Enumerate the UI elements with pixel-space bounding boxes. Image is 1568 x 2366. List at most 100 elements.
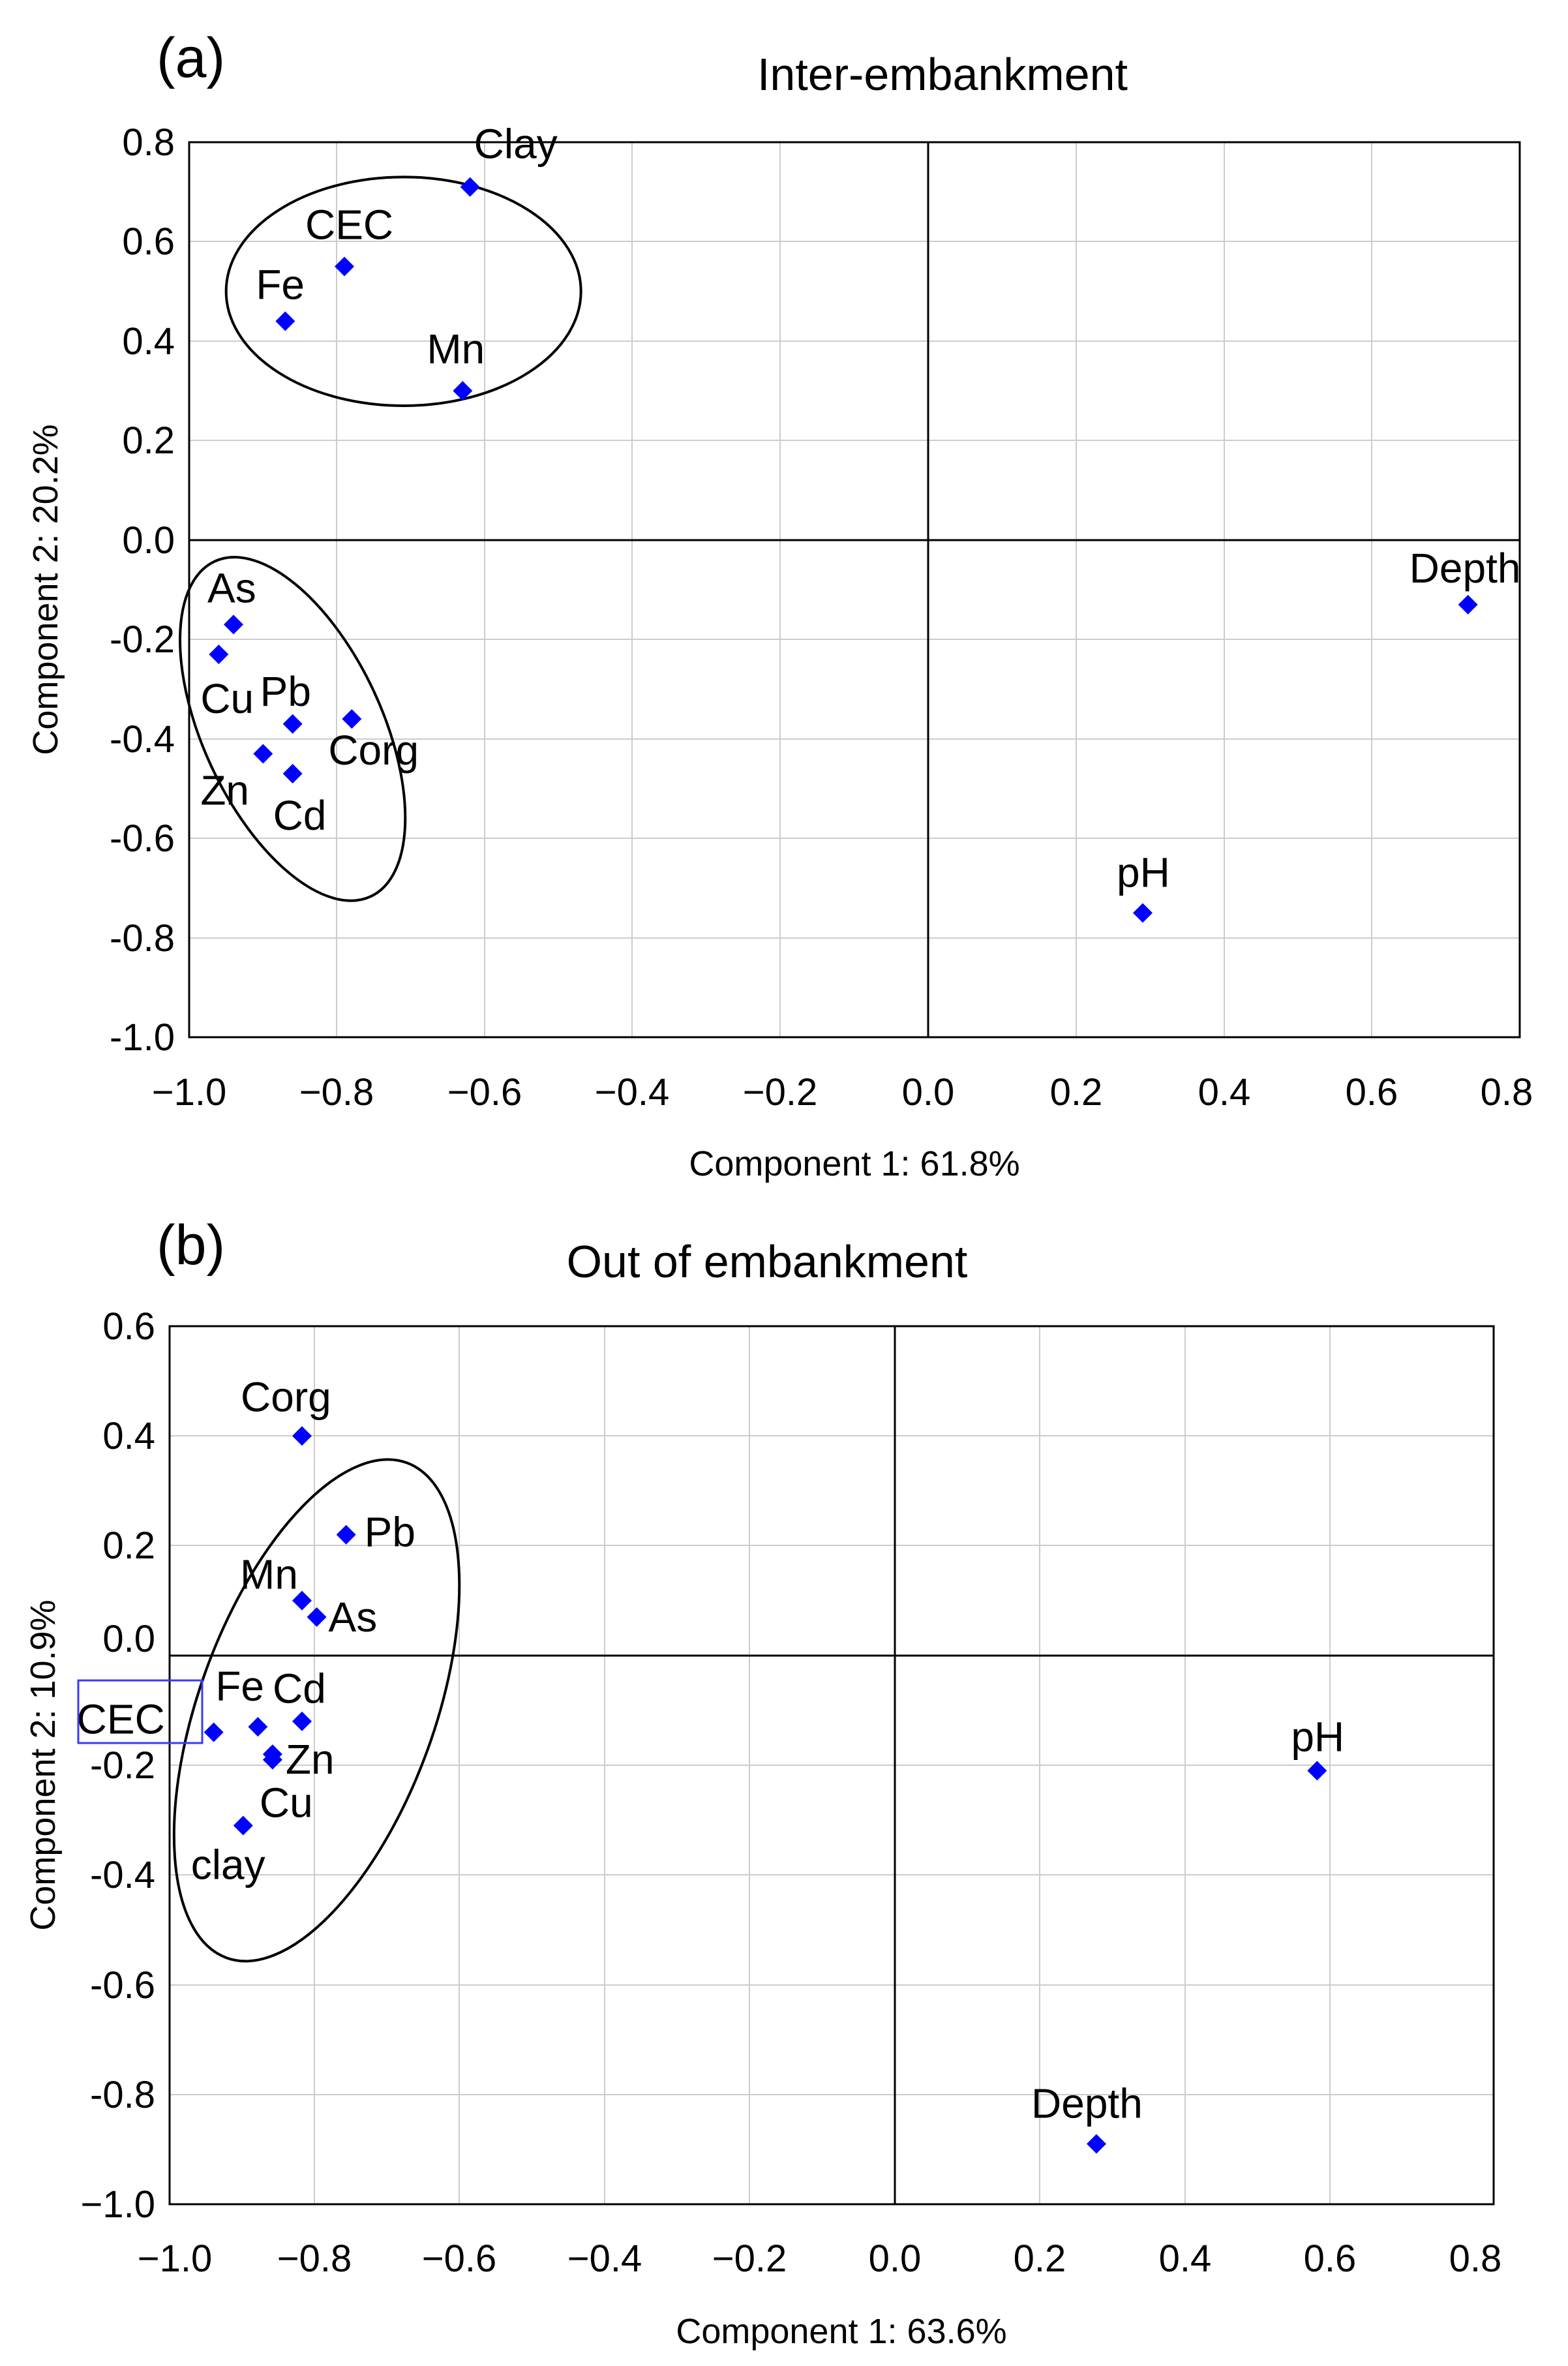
panel-b-point-cd (292, 1711, 312, 1731)
panel-a-ellipses (179, 175, 582, 902)
panel-a-title: Inter-embankment (757, 49, 1128, 100)
panel-a-point-label-depth: Depth (1410, 545, 1521, 592)
panel-b-xtick-label: −1.0 (138, 2237, 213, 2280)
panel-a-point-fe (275, 311, 295, 331)
panel-a-xtick-label: 0.0 (902, 1071, 955, 1114)
panel-b-xtick-label: 0.0 (869, 2237, 922, 2280)
panel-a-ytick-label: -1.0 (110, 1016, 175, 1059)
panel-a-y-axis-label: Component 2: 20.2% (26, 424, 65, 755)
panel-b-xtick-label: −0.8 (277, 2237, 352, 2280)
panel-a-xtick-label: 0.2 (1050, 1071, 1103, 1114)
panel-a-point-label-zn: Zn (200, 767, 249, 814)
panel-a-xtick-label: −1.0 (152, 1071, 227, 1114)
panel-b-label: (b) (157, 1214, 225, 1277)
panel-b-point-clay (233, 1815, 253, 1836)
panel-a-ytick-label: -0.2 (110, 618, 175, 661)
panel-b-xtick-label: 0.6 (1304, 2237, 1357, 2280)
panel-b-point-label-fe: Fe (215, 1663, 264, 1710)
panel-a-xtick-label: −0.8 (299, 1071, 374, 1114)
panel-a-xtick-label: 0.6 (1346, 1071, 1398, 1114)
panel-b-point-as (307, 1607, 327, 1627)
panel-b: (b) Out of embankment − (23, 1214, 1501, 2351)
panel-b-xtick-label: 0.8 (1449, 2237, 1502, 2280)
panel-a-point-depth (1458, 594, 1478, 614)
panel-a-label: (a) (157, 27, 225, 89)
panel-b-ytick-label: 0.2 (102, 1524, 155, 1567)
panel-a: (a) Inter-embankment (26, 27, 1533, 1183)
panel-b-xtick-label: −0.6 (422, 2237, 497, 2280)
panel-a-point-label-fe: Fe (256, 261, 305, 308)
panel-b-point-label-as: As (329, 1594, 378, 1641)
panel-b-point-cec (204, 1722, 224, 1742)
panel-b-ytick-label: 0.4 (102, 1415, 155, 1457)
panel-b-x-ticks: −1.0 −0.8 −0.6 −0.4 −0.2 0.0 0.2 0.4 0.6… (138, 2237, 1502, 2280)
panel-a-xtick-label: 0.8 (1481, 1071, 1533, 1114)
panel-b-xtick-label: −0.2 (712, 2237, 787, 2280)
panel-a-ytick-label: -0.8 (110, 917, 175, 960)
panel-b-point-label-cec: CEC (77, 1696, 165, 1743)
panel-a-xtick-label: −0.6 (447, 1071, 522, 1114)
panel-a-point-cd (282, 764, 303, 784)
cec-label-highlight-box (77, 1679, 204, 1744)
panel-a-ytick-label: -0.4 (110, 718, 175, 761)
panel-b-point-cu (262, 1750, 282, 1770)
panel-b-point-label-corg: Corg (241, 1373, 331, 1420)
panel-a-ytick-label: 0.0 (122, 519, 175, 562)
panel-b-point-label-ph: pH (1291, 1713, 1344, 1760)
panel-b-point-mn (292, 1590, 312, 1611)
panel-b-ytick-label: 0.6 (102, 1305, 155, 1348)
panel-a-point-cec (335, 256, 354, 277)
panel-b-ytick-label: 0.0 (102, 1618, 155, 1660)
panel-b-point-corg (292, 1426, 312, 1446)
panel-b-y-ticks: 0.6 0.4 0.2 0.0 -0.2 -0.4 -0.6 -0.8 −1.0 (81, 1305, 156, 2226)
panel-b-ytick-label: -0.6 (90, 1964, 155, 2007)
panel-b-ytick-label: -0.2 (90, 1744, 155, 1787)
panel-b-point-label-zn: Zn (286, 1736, 335, 1783)
panel-a-point-corg (342, 709, 362, 729)
panel-b-point-depth (1087, 2134, 1106, 2154)
panel-b-xtick-label: −0.4 (567, 2237, 642, 2280)
panel-a-ytick-label: -0.6 (110, 817, 175, 860)
panel-a-point-ph (1133, 903, 1153, 923)
panel-a-point-label-ph: pH (1117, 849, 1170, 896)
panel-a-x-ticks: −1.0 −0.8 −0.6 −0.4 −0.2 0.0 0.2 0.4 0.6… (152, 1071, 1533, 1114)
panel-a-point-mn (453, 381, 473, 401)
panel-a-xtick-label: −0.2 (743, 1071, 818, 1114)
panel-a-point-label-mn: Mn (427, 326, 485, 372)
panel-a-point-zn (253, 744, 273, 764)
panel-a-xtick-label: 0.4 (1198, 1071, 1251, 1114)
panel-a-ytick-label: 0.2 (122, 419, 175, 462)
panel-a-grid (189, 142, 1520, 1037)
panel-a-point-label-as: As (207, 564, 256, 611)
panel-a-ytick-label: 0.6 (122, 220, 175, 263)
panel-a-point-pb (282, 714, 303, 734)
panel-b-group-left-ellipse (172, 1458, 461, 1963)
panel-b-x-axis-label: Component 1: 63.6% (676, 2312, 1006, 2351)
panel-a-point-label-corg: Corg (328, 727, 419, 774)
panel-b-point-label-clay: clay (191, 1842, 265, 1888)
panel-b-ellipses (172, 1458, 461, 1963)
panel-b-xtick-label: 0.4 (1159, 2237, 1212, 2280)
panel-b-point-label-cd: Cd (273, 1665, 326, 1712)
panel-b-point-label-mn: Mn (240, 1551, 298, 1598)
panel-a-point-cu (209, 645, 229, 665)
panel-a-point-label-cu: Cu (200, 675, 254, 722)
panel-a-group-bottom-ellipse (179, 556, 407, 902)
panel-b-point-label-depth: Depth (1031, 2080, 1143, 2127)
panel-a-y-ticks: 0.8 0.6 0.4 0.2 0.0 -0.2 -0.4 -0.6 -0.8 … (110, 121, 175, 1059)
panel-a-point-label-cec: CEC (305, 202, 393, 249)
panel-b-ytick-label: −1.0 (81, 2183, 156, 2226)
panel-a-point-label-clay: Clay (474, 121, 558, 168)
panel-a-point-label-cd: Cd (273, 792, 327, 839)
panel-a-point-as (224, 614, 243, 635)
panel-b-y-axis-label: Component 2: 10.9% (23, 1600, 63, 1930)
panel-b-ytick-label: -0.4 (90, 1854, 155, 1896)
panel-b-point-pb (336, 1524, 356, 1545)
panel-a-point-label-pb: Pb (260, 668, 311, 715)
panel-b-point-ph (1307, 1761, 1327, 1781)
panel-a-group-top-ellipse (224, 175, 582, 407)
